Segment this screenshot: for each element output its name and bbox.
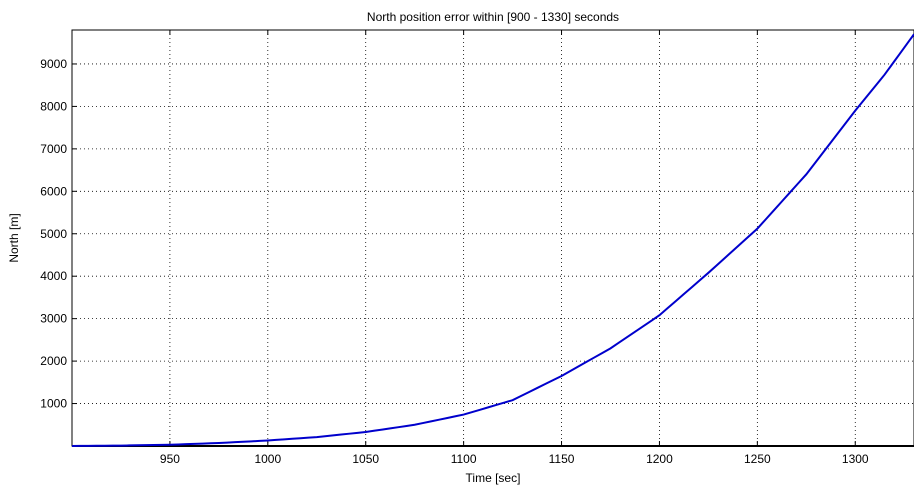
y-tick-label: 2000 bbox=[40, 354, 67, 368]
y-tick-label: 4000 bbox=[40, 269, 67, 283]
y-axis-label: North [m] bbox=[7, 213, 21, 262]
x-tick-label: 1100 bbox=[451, 452, 477, 466]
y-tick-labels: 1000 2000 3000 4000 5000 6000 7000 8000 9000 bbox=[40, 57, 67, 411]
y-tick-label: 5000 bbox=[40, 227, 67, 241]
x-tick-label: 950 bbox=[160, 452, 180, 466]
x-tick-label: 1150 bbox=[549, 452, 575, 466]
x-tick-labels: 950 1000 1050 1100 1150 1200 1250 1300 bbox=[160, 452, 869, 466]
grid-lines bbox=[72, 30, 914, 446]
y-tick-label: 8000 bbox=[40, 99, 67, 113]
y-tick-label: 6000 bbox=[40, 184, 67, 198]
x-tick-label: 1050 bbox=[352, 452, 379, 466]
x-tick-label: 1200 bbox=[646, 452, 673, 466]
y-tick-label: 1000 bbox=[40, 397, 67, 411]
x-tick-label: 1250 bbox=[744, 452, 771, 466]
y-tick-label: 3000 bbox=[40, 312, 67, 326]
x-tick-label: 1000 bbox=[254, 452, 281, 466]
series-line bbox=[71, 33, 914, 447]
y-tick-label: 7000 bbox=[40, 142, 67, 156]
y-tick-label: 9000 bbox=[40, 57, 67, 71]
plot-area bbox=[71, 29, 914, 447]
x-axis-label: Time [sec] bbox=[466, 471, 521, 485]
chart-title: North position error within [900 - 1330]… bbox=[367, 10, 619, 24]
x-tick-label: 1300 bbox=[842, 452, 869, 466]
